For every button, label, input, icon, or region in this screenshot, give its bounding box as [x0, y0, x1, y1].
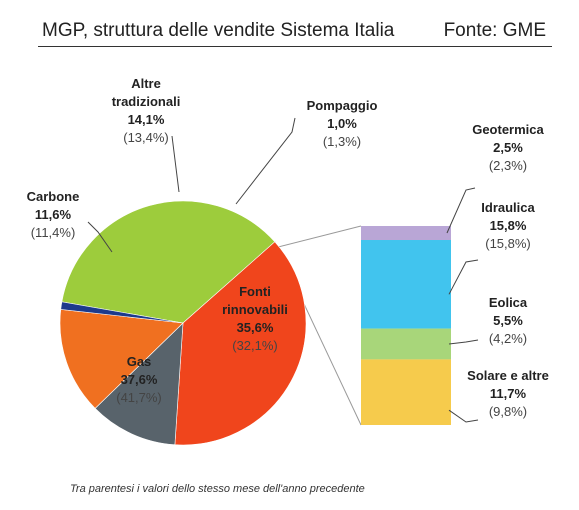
bar-segment-idraulica: [361, 240, 451, 329]
chart-source: Fonte: GME: [443, 20, 546, 41]
bar-segment-geotermica: [361, 226, 451, 241]
leader-pompaggio: [235, 117, 296, 205]
chart-header: MGP, struttura delle vendite Sistema Ita…: [42, 18, 550, 46]
pie-label-carbone: Carbone 11,6% (11,4%): [27, 189, 80, 240]
bar-segment-solare-e-altre: [361, 359, 451, 425]
pie-chart: [59, 200, 307, 446]
label-leader-lines: [87, 117, 479, 423]
footnote: Tra parentesi i valori dello stesso mese…: [70, 483, 365, 495]
pie-slice-gas: [174, 241, 307, 446]
bar-segment-eolica: [361, 328, 451, 360]
bar-label-idraulica: Idraulica 15,8% (15,8%): [481, 200, 535, 251]
pie-slice-carbone: [94, 322, 184, 446]
chart-title: MGP, struttura delle vendite Sistema Ita…: [42, 20, 395, 41]
pie-slice-pompaggio: [60, 301, 184, 324]
renewables-stacked-bar: [361, 226, 451, 425]
leader-eolica: [448, 339, 479, 345]
pie-slice-fonti-rinnovabili: [61, 200, 276, 324]
pie-label-gas: Gas 37,6% (41,7%): [116, 354, 162, 405]
title-divider: [38, 46, 552, 47]
leader-solare: [448, 409, 479, 423]
chart-canvas: Fonti rinnovabili 35,6% (32,1%) Gas 37,6% (41,…: [27, 76, 549, 446]
bar-label-eolica: Eolica 5,5% (4,2%): [489, 295, 528, 346]
leader-altre-tradizionali: [171, 135, 180, 193]
chart-labels: Fonti rinnovabili 35,6% (32,1%) Gas 37,6% (41,…: [27, 76, 549, 419]
leader-geotermica: [446, 187, 476, 234]
pie-label-altre-tradizionali: Altre tradizionali 14,1% (13,4%): [112, 76, 181, 145]
pie-label-pompaggio: Pompaggio 1,0% (1,3%): [307, 98, 378, 149]
leader-carbone: [87, 221, 113, 253]
pie-slice-altre-tradizionali: [59, 309, 184, 409]
pie-label-fonti-rinnovabili: Fonti rinnovabili 35,6% (32,1%): [222, 284, 288, 353]
bar-label-solare-e-altre: Solare e altre 11,7% (9,8%): [467, 368, 549, 419]
bar-label-geotermica: Geotermica 2,5% (2,3%): [472, 122, 544, 173]
leader-idraulica: [448, 259, 479, 295]
